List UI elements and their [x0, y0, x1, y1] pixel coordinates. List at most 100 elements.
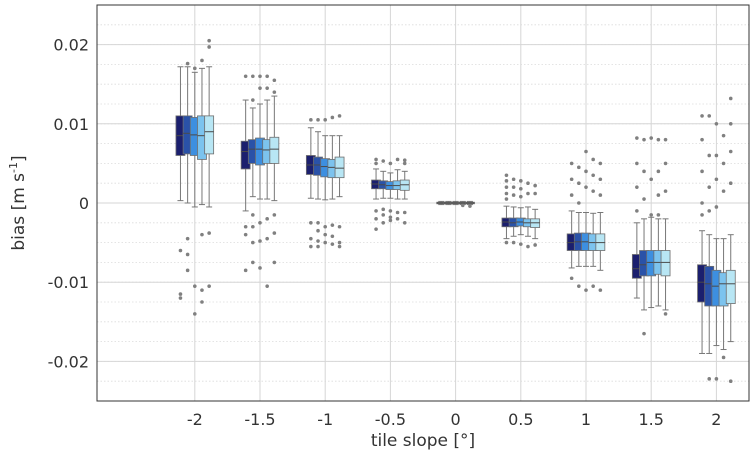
outlier-point	[504, 240, 509, 245]
outlier-point	[642, 137, 646, 142]
outlier-point	[591, 284, 595, 288]
outlier-point	[200, 288, 204, 292]
box	[269, 136, 280, 164]
outlier-point	[185, 268, 190, 273]
outlier-point	[591, 173, 595, 178]
outlier-point	[193, 284, 197, 288]
outlier-point	[243, 268, 248, 273]
outlier-point	[569, 177, 574, 182]
outlier-point	[526, 181, 530, 185]
outlier-point	[728, 181, 733, 185]
outlier-point	[272, 213, 277, 217]
outlier-point	[178, 296, 183, 300]
outlier-point	[200, 58, 204, 63]
outlier-point	[649, 177, 653, 182]
x-tick-label: -1.5	[244, 410, 275, 429]
y-axis-label-main: bias [m s	[9, 173, 29, 251]
outlier-point	[316, 118, 320, 122]
x-axis-label: tile slope [°]	[371, 431, 475, 451]
outlier-point	[207, 45, 211, 49]
outlier-point	[468, 204, 472, 208]
outlier-point	[316, 239, 320, 243]
outlier-point	[591, 157, 595, 162]
outlier-point	[402, 161, 407, 166]
outlier-point	[337, 114, 342, 118]
outlier-point	[374, 161, 378, 166]
outlier-point	[649, 136, 653, 140]
outlier-point	[584, 185, 588, 189]
outlier-point	[714, 377, 719, 381]
outlier-point	[577, 181, 581, 185]
outlier-point	[395, 157, 400, 162]
outlier-point	[707, 209, 712, 213]
outlier-point	[381, 221, 386, 225]
x-tick-label: -2	[187, 410, 203, 429]
outlier-point	[309, 236, 313, 241]
x-tick-label: 0.5	[508, 410, 533, 429]
outlier-point	[258, 221, 262, 225]
outlier-point	[265, 86, 269, 90]
outlier-point	[700, 169, 704, 174]
outlier-point	[656, 169, 661, 174]
y-tick-label: -0.01	[48, 273, 89, 292]
outlier-point	[251, 213, 255, 217]
outlier-point	[258, 74, 262, 79]
box	[204, 115, 215, 155]
outlier-point	[728, 149, 733, 154]
outlier-point	[207, 231, 211, 235]
outlier-point	[185, 61, 190, 66]
plot-data	[175, 38, 736, 384]
plot-frame	[96, 4, 750, 402]
outlier-point	[519, 179, 523, 183]
outlier-point	[460, 203, 465, 208]
outlier-point	[309, 221, 313, 225]
outlier-point	[258, 266, 262, 270]
outlier-point	[598, 288, 603, 292]
outlier-point	[721, 133, 726, 138]
outlier-point	[663, 189, 668, 193]
outlier-point	[243, 224, 248, 229]
outlier-point	[533, 243, 537, 247]
outlier-point	[323, 224, 328, 229]
outlier-point	[316, 244, 320, 249]
outlier-point	[272, 78, 277, 83]
outlier-point	[316, 228, 320, 233]
outlier-point	[381, 159, 386, 163]
outlier-point	[200, 232, 204, 237]
outlier-point	[323, 240, 328, 245]
outlier-point	[309, 244, 313, 249]
outlier-point	[374, 217, 378, 221]
outlier-point	[178, 292, 183, 296]
outlier-point	[707, 377, 712, 381]
outlier-point	[700, 137, 704, 142]
outlier-point	[178, 248, 183, 253]
outlier-point	[388, 215, 393, 220]
box	[660, 250, 671, 277]
outlier-point	[728, 379, 733, 384]
outlier-point	[519, 194, 523, 199]
outlier-point	[374, 227, 378, 231]
outlier-point	[533, 183, 537, 188]
outlier-point	[272, 260, 277, 265]
outlier-point	[577, 165, 581, 170]
outlier-point	[395, 217, 400, 221]
x-tick-label: 1	[581, 410, 591, 429]
outlier-point	[243, 232, 248, 237]
outlier-point	[251, 74, 255, 79]
outlier-point	[193, 312, 197, 316]
x-tick-label: -1	[317, 410, 333, 429]
outlier-point	[663, 312, 668, 316]
outlier-point	[258, 86, 262, 90]
outlier-point	[388, 161, 393, 166]
outlier-point	[533, 191, 537, 196]
outlier-point	[185, 252, 190, 257]
outlier-point	[207, 38, 211, 43]
outlier-point	[504, 191, 509, 196]
outlier-point	[511, 240, 516, 245]
box	[334, 156, 345, 179]
outlier-point	[649, 213, 653, 217]
outlier-point	[569, 161, 574, 166]
outlier-point	[511, 177, 516, 182]
y-tick-label: 0	[79, 194, 89, 213]
